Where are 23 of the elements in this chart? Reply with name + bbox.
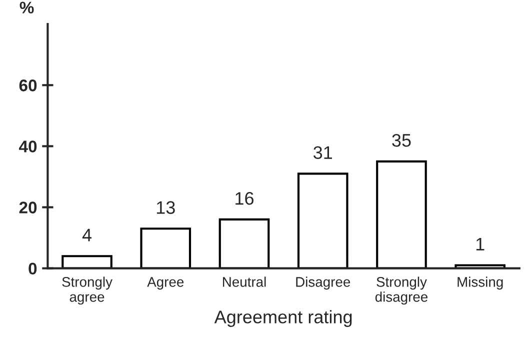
data-label: 16 — [236, 192, 254, 205]
x-tick-label: Missing — [458, 276, 503, 290]
y-tick-label: 20 — [19, 202, 37, 214]
data-label: 31 — [314, 146, 332, 159]
data-label: 13 — [156, 201, 175, 214]
y-tick-label: 40 — [19, 140, 37, 152]
x-tick-label: Neutral — [222, 276, 266, 287]
x-tick-label: Strongly disagree — [375, 276, 428, 305]
y-tick-label: 60 — [19, 80, 37, 92]
y-axis-title: % — [20, 2, 34, 14]
data-label: 4 — [82, 228, 92, 242]
bar — [376, 160, 427, 268]
x-tick-label: Disagree — [296, 276, 350, 290]
bar — [297, 172, 348, 268]
data-label: 35 — [392, 134, 411, 147]
x-tick-label: Agree — [147, 277, 184, 290]
x-axis-title: Agreement rating — [214, 310, 352, 327]
y-tick-label: 0 — [28, 262, 37, 275]
bar — [62, 255, 112, 268]
x-tick-label: Strongly agree — [62, 276, 112, 305]
bar — [218, 218, 270, 268]
data-label: 1 — [476, 238, 484, 250]
bar — [140, 228, 192, 268]
